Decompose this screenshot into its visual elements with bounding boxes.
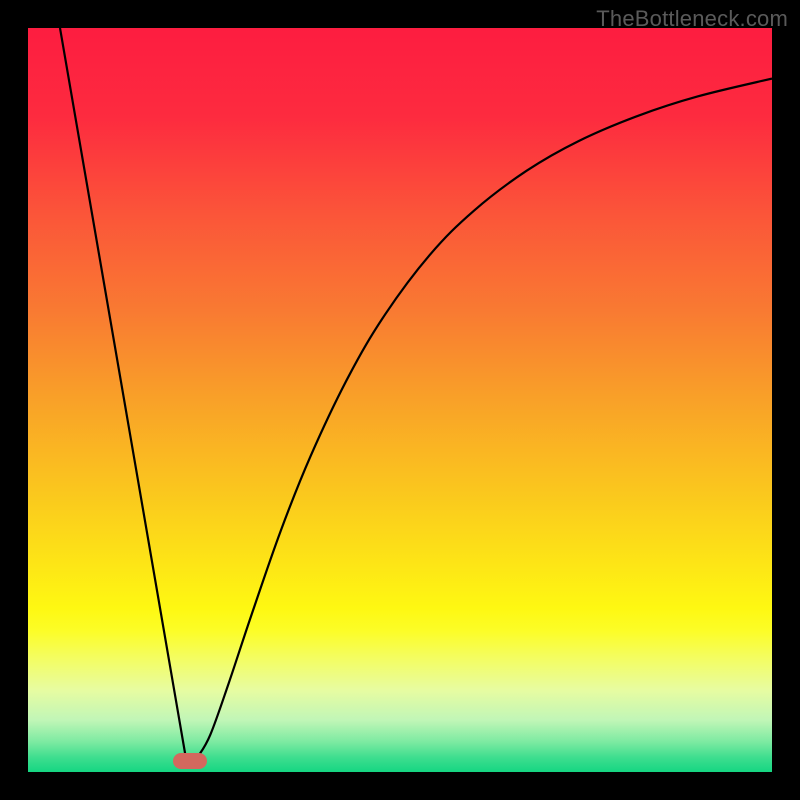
curve-line — [28, 28, 772, 772]
plot-area — [28, 28, 772, 772]
chart-container: TheBottleneck.com — [0, 0, 800, 800]
gradient-background — [28, 28, 772, 772]
watermark-text: TheBottleneck.com — [596, 6, 788, 32]
minimum-marker — [173, 753, 206, 769]
plot-frame — [0, 0, 800, 800]
